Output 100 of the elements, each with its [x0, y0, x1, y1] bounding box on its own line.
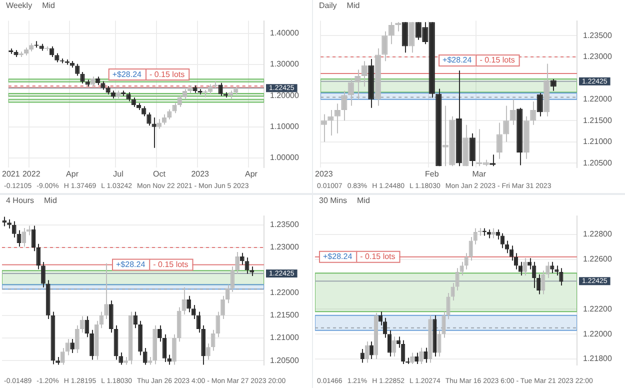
- y-tick-label: 1.23000: [270, 242, 300, 252]
- annotation: - 0.15 lots: [153, 260, 188, 269]
- candlestick: [402, 22, 408, 54]
- candlestick: [532, 261, 536, 289]
- annotation: - 0.15 lots: [480, 56, 515, 65]
- x-tick-label: Oct: [152, 169, 166, 178]
- candlestick: [530, 101, 536, 126]
- candlestick: [496, 122, 502, 160]
- candlestick: [206, 342, 210, 360]
- y-tick-label: 1.30000: [270, 60, 300, 69]
- annotation: +$28.24: [116, 260, 146, 269]
- candlestick: [142, 106, 146, 117]
- candlestick: [419, 347, 424, 364]
- candlestick: [341, 90, 348, 122]
- y-tick-label: 1.21000: [270, 333, 300, 342]
- candlestick: [152, 116, 156, 148]
- candlestick: [142, 347, 148, 366]
- candlestick: [250, 266, 254, 277]
- annotation: +$28.24: [323, 252, 353, 262]
- candlestick: [510, 98, 516, 126]
- candlestick: [146, 112, 152, 126]
- y-tick-label: 1.21500: [583, 116, 612, 125]
- candlestick: [70, 338, 75, 354]
- y-tick-label: 1.23000: [583, 52, 612, 62]
- candlestick: [22, 228, 26, 248]
- x-tick-label: Apr: [244, 169, 258, 178]
- candlestick: [172, 334, 176, 366]
- candlestick: [90, 329, 94, 360]
- candlestick: [491, 228, 496, 239]
- candlestick: [408, 22, 415, 54]
- candlestick: [360, 348, 364, 364]
- candlestick: [382, 30, 388, 62]
- text: Mid: [357, 196, 370, 205]
- candlestick: [546, 261, 550, 279]
- y-tick-label: 1.00000: [270, 153, 300, 162]
- candlestick: [334, 103, 340, 134]
- candlestick: [414, 352, 419, 364]
- x-tick-label: Jul: [113, 169, 124, 178]
- y-tick-label: 1.20500: [270, 356, 300, 365]
- y-tick-label: 1.20000: [270, 90, 300, 100]
- candlestick: [235, 252, 240, 274]
- candlestick: [410, 352, 414, 364]
- candlestick: [504, 240, 510, 254]
- candlestick: [424, 347, 428, 364]
- x-tick-label: 2023: [191, 169, 210, 178]
- candlestick: [469, 132, 476, 167]
- x-tick-label: 2023: [315, 169, 334, 178]
- candlestick: [7, 218, 12, 229]
- candlestick: [388, 22, 394, 45]
- candlestick: [523, 258, 528, 276]
- text: Mid: [44, 196, 57, 205]
- annotation: - 0.15 lots: [150, 70, 185, 79]
- candlestick: [54, 52, 60, 63]
- candlestick: [536, 274, 541, 295]
- y-tick-label: 1.22800: [583, 230, 612, 239]
- annotation: +$28.24: [442, 56, 472, 65]
- candlestick: [500, 232, 504, 249]
- candlestick: [503, 105, 510, 142]
- text: Weekly: [6, 1, 32, 10]
- candlestick: [460, 261, 464, 276]
- candlestick: [216, 311, 220, 338]
- candlestick: [320, 114, 327, 142]
- text: 30 Mins: [319, 196, 348, 205]
- y-tick-label: 1.23500: [583, 30, 612, 40]
- text: 4 Hours: [6, 196, 34, 205]
- x-tick-label: Mar: [472, 169, 486, 178]
- x-tick-label: Apr: [66, 169, 79, 178]
- candlestick: [401, 340, 406, 364]
- candlestick: [468, 236, 473, 262]
- y-tick-label: 1.22600: [583, 254, 612, 264]
- y-tick-label: 1.10000: [270, 122, 300, 132]
- candlestick: [348, 78, 354, 106]
- x-tick-label: 2022: [22, 169, 41, 178]
- candlestick: [550, 78, 556, 92]
- text: Mid: [42, 1, 55, 10]
- candlestick: [364, 341, 369, 364]
- y-tick-label: 1.22200: [583, 304, 612, 314]
- y-tick-label: 1.22000: [583, 329, 612, 338]
- annotation: +$28.24: [112, 70, 142, 79]
- candlestick: [84, 316, 90, 338]
- candlestick: [41, 261, 46, 288]
- x-tick-label: 2021: [2, 169, 20, 178]
- candlestick: [108, 300, 114, 334]
- candlestick: [50, 46, 54, 58]
- candlestick: [369, 341, 374, 360]
- candlestick: [437, 330, 442, 357]
- y-tick-label: 1.21500: [270, 310, 300, 320]
- y-tick-label: 1.22000: [270, 288, 300, 297]
- candlestick: [118, 352, 124, 366]
- candlestick: [354, 69, 361, 100]
- y-tick-label: 1.23500: [270, 220, 300, 230]
- candlestick: [559, 268, 564, 286]
- candlestick: [167, 108, 172, 120]
- candlestick: [104, 262, 108, 320]
- candlestick: [80, 71, 85, 84]
- text: Daily: [319, 1, 337, 10]
- candlestick: [541, 270, 546, 295]
- y-tick-label: 1.21800: [583, 354, 612, 364]
- text: Mid: [346, 1, 360, 10]
- candlestick: [392, 336, 396, 357]
